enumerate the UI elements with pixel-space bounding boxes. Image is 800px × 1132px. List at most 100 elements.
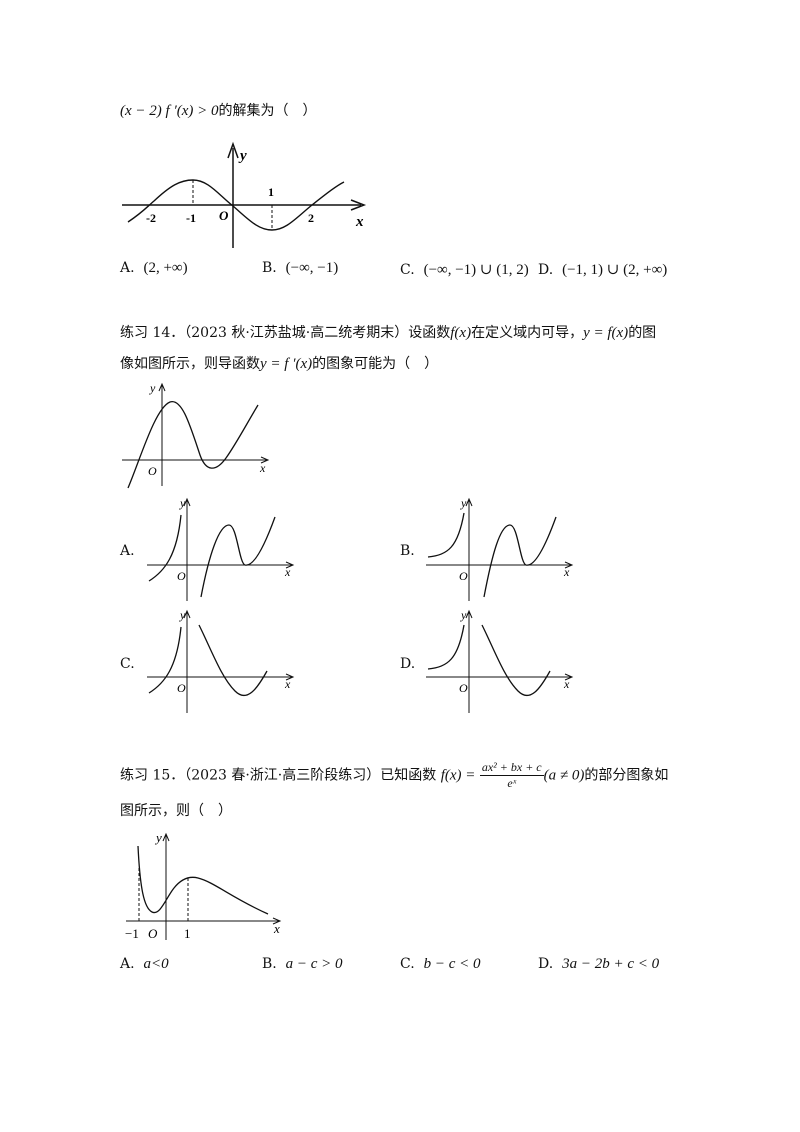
q13-curve — [127, 179, 345, 231]
q14-origin-label: O — [148, 464, 157, 478]
origin-label: O — [459, 569, 468, 583]
option-letter: A. — [120, 260, 135, 276]
option-letter: B. — [262, 260, 277, 276]
q13-option-a[interactable]: A. (2, +∞) — [120, 260, 188, 277]
q14-x-arrow — [260, 456, 270, 464]
left-branch — [148, 514, 182, 582]
option-value: (−1, 1) ∪ (2, +∞) — [562, 262, 668, 278]
y-label: y — [460, 608, 467, 622]
q15-fraction: ax² + bx + c eˣ — [479, 760, 544, 791]
option-letter: B. — [262, 956, 277, 972]
y-arrow — [183, 609, 191, 619]
y-label: y — [179, 496, 186, 510]
q15-option-b[interactable]: B. a − c > 0 — [262, 956, 343, 973]
option-value: a − c > 0 — [285, 956, 343, 972]
q15-fx: f(x) = — [440, 767, 476, 784]
q13-inequality: (x − 2) f ′(x) > 0 — [120, 103, 219, 119]
x-label: x — [563, 565, 570, 579]
q15-y-arrow — [162, 832, 170, 842]
x-arrow — [564, 673, 574, 681]
q15-option-a[interactable]: A. a<0 — [120, 956, 169, 973]
q15-numerator: ax² + bx + c — [479, 760, 544, 776]
q15-tick-p1: 1 — [184, 926, 191, 941]
q14-option-d-label[interactable]: D. — [400, 656, 416, 672]
q14-y-label: y — [149, 381, 156, 395]
q14-option-c-label[interactable]: C. — [120, 656, 135, 672]
q14-stem-suffix2: 的图象可能为（ ） — [312, 356, 439, 372]
q14-stem-line2: 像如图所示，则导函数y = f ′(x)的图象可能为（ ） — [120, 353, 438, 373]
q13-x-label: x — [355, 214, 364, 230]
option-letter: C. — [400, 956, 415, 972]
x-arrow — [564, 561, 574, 569]
q14-fx: f(x) — [450, 325, 472, 341]
q15-x-label: x — [273, 921, 280, 936]
q13-option-b[interactable]: B. (−∞, −1) — [262, 260, 338, 277]
x-label: x — [284, 565, 291, 579]
y-arrow — [465, 609, 473, 619]
q15-stem-suffix: 的部分图象如 — [584, 767, 669, 784]
option-letter: D. — [538, 262, 554, 278]
y-arrow — [465, 497, 473, 507]
q13-graph: y x O -2 -1 1 2 — [122, 141, 367, 248]
q15-condition: (a ≠ 0) — [543, 767, 585, 784]
q15-y-label: y — [154, 830, 162, 845]
origin-label: O — [177, 569, 186, 583]
origin-label: O — [459, 681, 468, 695]
option-letter: A. — [120, 956, 135, 972]
q15-option-d[interactable]: D. 3a − 2b + c < 0 — [538, 956, 659, 973]
x-arrow — [285, 561, 295, 569]
q13-stem: (x − 2) f ′(x) > 0的解集为（ ） — [120, 100, 317, 120]
q14-option-b-graph[interactable]: y x O — [424, 495, 584, 605]
q14-option-c-graph[interactable]: y x O — [145, 607, 305, 717]
y-label: y — [179, 608, 186, 622]
q13-option-c[interactable]: C. (−∞, −1) ∪ (1, 2) — [400, 260, 529, 279]
left-branch — [427, 624, 465, 670]
q14-stem-line1: 练习 14．（2023 秋·江苏盐城·高二统考期末）设函数f(x)在定义域内可导… — [120, 322, 656, 342]
q13-stem-text: 的解集为（ ） — [218, 103, 317, 119]
q13-x-arrow — [350, 199, 367, 211]
x-label: x — [284, 677, 291, 691]
option-letter: C. — [400, 262, 415, 278]
q13-y-label: y — [238, 148, 247, 164]
q15-graph: y x O −1 1 — [125, 830, 282, 941]
x-arrow — [285, 673, 295, 681]
q14-x-label: x — [259, 461, 266, 475]
q14-stem-prefix2: 像如图所示，则导函数 — [120, 356, 260, 372]
q15-stem-line2: 图所示，则（ ） — [120, 803, 232, 819]
q14-derivative-eq: y = f ′(x) — [260, 356, 313, 372]
origin-label: O — [177, 681, 186, 695]
option-letter: D. — [538, 956, 554, 972]
q14-option-d-graph[interactable]: y x O — [424, 607, 584, 717]
q14-y-arrow — [158, 382, 166, 392]
q15-curve — [137, 845, 269, 915]
q15-option-c[interactable]: C. b − c < 0 — [400, 956, 480, 973]
q14-option-b-label[interactable]: B. — [400, 543, 415, 559]
right-branch — [483, 516, 557, 598]
right-branch — [198, 624, 268, 697]
q13-option-d[interactable]: D. (−1, 1) ∪ (2, +∞) — [538, 260, 667, 279]
q13-tick-n2: -2 — [146, 211, 156, 225]
q15-tick-n1: −1 — [125, 926, 139, 941]
q13-y-arrow — [227, 141, 239, 159]
q14-main-graph: y x O — [122, 381, 270, 489]
option-value: a<0 — [143, 956, 169, 972]
right-branch — [481, 624, 551, 697]
option-value: 3a − 2b + c < 0 — [562, 956, 660, 972]
x-label: x — [563, 677, 570, 691]
option-value: (2, +∞) — [143, 260, 188, 276]
q14-stem-prefix: 练习 14．（2023 秋·江苏盐城·高二统考期末）设函数 — [120, 325, 451, 341]
right-branch — [200, 516, 276, 598]
q14-option-a-graph[interactable]: y x O — [145, 495, 305, 605]
q14-f-curve — [127, 401, 259, 489]
q13-tick-p1: 1 — [268, 185, 274, 199]
y-arrow — [183, 497, 191, 507]
q15-origin-label: O — [148, 926, 158, 941]
q15-x-arrow — [272, 917, 282, 925]
q13-tick-p2: 2 — [308, 211, 314, 225]
left-branch — [148, 626, 182, 694]
q15-stem-line1: 练习 15．（2023 春·浙江·高三阶段练习）已知函数 f(x) = ax² … — [120, 760, 668, 791]
q14-option-a-label[interactable]: A. — [120, 543, 135, 559]
q13-tick-n1: -1 — [186, 211, 196, 225]
q14-stem-mid: 在定义域内可导， — [471, 325, 584, 341]
option-value: (−∞, −1) ∪ (1, 2) — [423, 262, 529, 278]
